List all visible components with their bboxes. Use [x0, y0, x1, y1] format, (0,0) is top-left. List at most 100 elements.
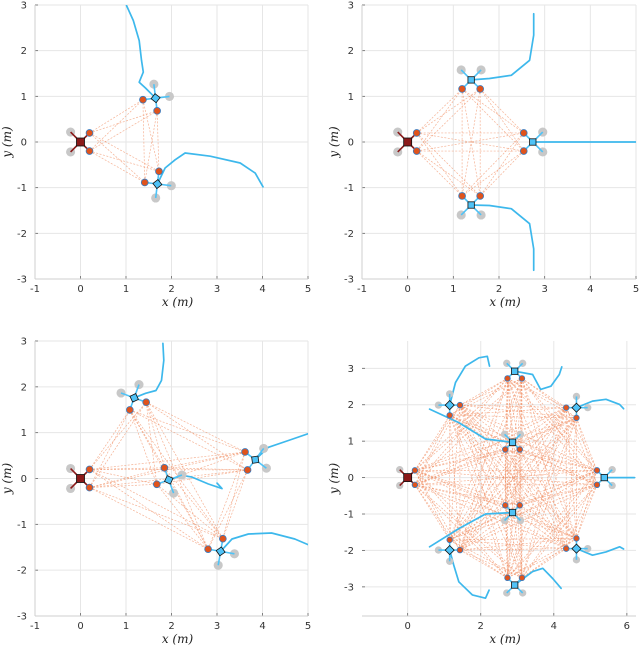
- follower-drone: [434, 390, 464, 419]
- marker-point: [519, 129, 528, 137]
- subplot-4: 0 2 4 6 -3 -2 -1 0 1 2 3 x (m) y (m): [327, 341, 636, 646]
- y-tick-label: 3: [21, 337, 27, 348]
- marker-point: [476, 192, 485, 200]
- visibility-link: [449, 417, 577, 541]
- marker-point: [476, 85, 485, 93]
- visibility-link: [459, 378, 508, 551]
- visibility-link: [156, 484, 209, 550]
- marker-point: [518, 574, 526, 582]
- x-axis-label: x (m): [489, 632, 521, 646]
- visibility-link: [89, 487, 223, 540]
- x-tick-label: 1: [123, 284, 129, 295]
- drone-body: [403, 473, 413, 482]
- y-tick-label: -1: [17, 183, 27, 194]
- visibility-link: [416, 88, 481, 134]
- visibility-link: [507, 548, 567, 579]
- y-tick-label: -3: [17, 275, 27, 286]
- drone-body: [508, 438, 517, 446]
- visibility-link: [89, 467, 165, 488]
- x-tick-label: 2: [168, 284, 174, 295]
- marker-point: [411, 481, 419, 489]
- follower-drone: [519, 127, 548, 157]
- visibility-link: [449, 415, 567, 549]
- visibility-link: [449, 378, 508, 540]
- marker-point: [85, 147, 94, 155]
- visibility-link: [565, 407, 598, 471]
- visibility-link: [449, 405, 461, 540]
- y-tick-label: -2: [344, 229, 354, 240]
- drone-body: [150, 93, 161, 104]
- visibility-link: [505, 407, 567, 450]
- y-tick-label: -2: [17, 566, 27, 577]
- y-tick-label: 2: [21, 382, 27, 393]
- trajectory-line: [428, 408, 514, 444]
- x-axis-label: x (m): [489, 295, 521, 309]
- visibility-link: [89, 401, 147, 470]
- y-tick-label: -1: [344, 510, 354, 521]
- visibility-link: [89, 469, 248, 471]
- x-tick-label: 4: [551, 621, 557, 632]
- y-axis-label: y (m): [0, 126, 14, 159]
- visibility-link: [519, 407, 567, 506]
- y-axis-label: y (m): [327, 126, 341, 159]
- visibility-link: [521, 470, 598, 579]
- visibility-link: [576, 470, 598, 539]
- visibility-link: [459, 449, 521, 551]
- visibility-link: [459, 417, 577, 551]
- visibility-link: [145, 401, 248, 471]
- marker-point: [204, 545, 212, 553]
- visibility-link: [565, 407, 577, 539]
- x-tick-label: 0: [404, 284, 410, 295]
- visibility-link: [459, 548, 567, 551]
- visibility-link: [156, 469, 248, 485]
- marker-point: [139, 95, 147, 104]
- drone-body: [508, 508, 517, 517]
- visibility-link: [416, 132, 463, 197]
- x-tick-label: 4: [259, 621, 265, 632]
- plot-area: [393, 12, 636, 272]
- visibility-link: [89, 469, 157, 485]
- visibility-link: [89, 469, 224, 540]
- visibility-link: [459, 484, 598, 551]
- drone-body: [571, 402, 582, 413]
- y-tick-label: 3: [348, 364, 354, 375]
- visibility-link: [449, 407, 567, 416]
- visibility-link: [129, 409, 158, 485]
- marker-point: [243, 466, 252, 474]
- visibility-link: [576, 417, 598, 485]
- visibility-link: [142, 99, 146, 183]
- visibility-link: [89, 451, 246, 470]
- marker-point: [160, 464, 169, 472]
- visibility-link: [504, 449, 521, 506]
- visibility-link: [449, 449, 521, 541]
- leader-drone: [66, 463, 94, 494]
- follower-drone: [434, 536, 464, 565]
- y-tick-label: 3: [21, 1, 27, 12]
- trajectory-line: [470, 204, 535, 272]
- drone-body: [511, 367, 519, 375]
- y-tick-label: -3: [344, 275, 354, 286]
- visibility-link: [414, 484, 506, 506]
- y-axis-label: y (m): [327, 463, 341, 496]
- drone-body: [467, 76, 475, 84]
- visibility-link: [145, 402, 224, 539]
- visibility-link: [521, 378, 567, 549]
- visibility-link: [449, 378, 523, 416]
- y-tick-label: 2: [348, 400, 354, 411]
- visibility-link: [507, 538, 577, 579]
- visibility-link: [519, 417, 577, 450]
- visibility-link: [449, 414, 598, 486]
- x-tick-label: 0: [404, 621, 410, 632]
- x-tick-label: 5: [305, 621, 311, 632]
- visibility-link: [156, 483, 224, 540]
- follower-drone: [563, 392, 592, 422]
- visibility-link: [519, 505, 567, 549]
- visibility-link: [414, 484, 450, 541]
- marker-point: [519, 147, 528, 155]
- visibility-link: [459, 404, 521, 506]
- marker-point: [502, 446, 509, 453]
- x-tick-label: 3: [214, 284, 220, 295]
- visibility-link: [521, 378, 577, 539]
- visibility-link: [414, 404, 461, 471]
